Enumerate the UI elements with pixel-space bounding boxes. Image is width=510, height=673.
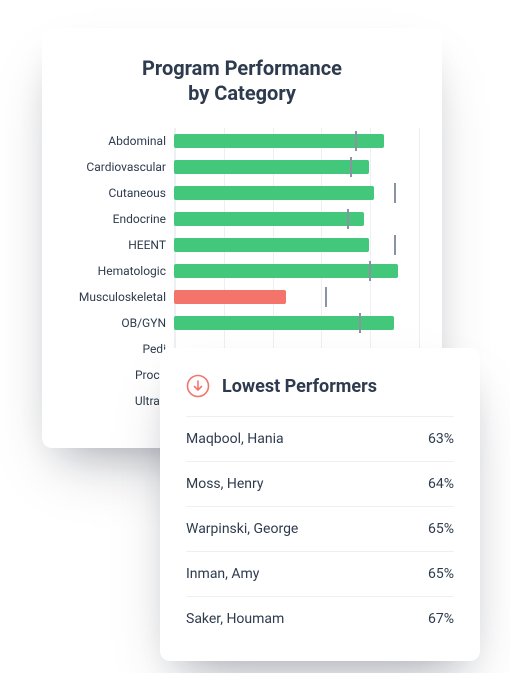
chart-marker bbox=[325, 287, 327, 307]
performer-row: Moss, Henry 64% bbox=[186, 461, 454, 506]
chart-row: Abdominal bbox=[66, 128, 418, 154]
chart-row-track bbox=[174, 290, 418, 304]
chart-row: Cutaneous bbox=[66, 180, 418, 206]
performer-row: Maqbool, Hania 63% bbox=[186, 416, 454, 461]
chart-row-label: Ultras bbox=[66, 394, 174, 408]
performer-row: Warpinski, George 65% bbox=[186, 506, 454, 551]
arrow-down-circle-icon bbox=[186, 374, 210, 398]
chart-row-track bbox=[174, 212, 418, 226]
chart-row: Cardiovascular bbox=[66, 154, 418, 180]
performer-name: Saker, Houmam bbox=[186, 611, 284, 627]
chart-bar bbox=[174, 186, 374, 200]
chart-row-label: OB/GYN bbox=[66, 316, 174, 330]
chart-row-track bbox=[174, 264, 418, 278]
chart-row-track bbox=[174, 238, 418, 252]
chart-row-label: Endocrine bbox=[66, 212, 174, 226]
performer-row: Inman, Amy 65% bbox=[186, 551, 454, 596]
chart-bar bbox=[174, 134, 384, 148]
chart-bar bbox=[174, 264, 398, 278]
chart-title: Program Performance by Category bbox=[66, 56, 418, 106]
chart-row-label: Musculoskeletal bbox=[66, 290, 174, 304]
chart-row-track bbox=[174, 134, 418, 148]
performer-row: Saker, Houmam 67% bbox=[186, 596, 454, 641]
chart-row-label: Proce bbox=[66, 368, 174, 382]
lowest-performers-list: Maqbool, Hania 63% Moss, Henry 64% Warpinski… bbox=[186, 416, 454, 641]
chart-marker bbox=[350, 157, 352, 177]
chart-bar bbox=[174, 290, 286, 304]
chart-row-label: Cutaneous bbox=[66, 186, 174, 200]
performer-score: 63% bbox=[428, 431, 454, 447]
chart-row-track bbox=[174, 316, 418, 330]
chart-bar bbox=[174, 212, 364, 226]
chart-marker bbox=[359, 313, 361, 333]
chart-row-label: Cardiovascular bbox=[66, 160, 174, 174]
chart-marker bbox=[394, 183, 396, 203]
chart-row: Hematologic bbox=[66, 258, 418, 284]
lowest-performers-title: Lowest Performers bbox=[222, 376, 377, 397]
chart-bar bbox=[174, 238, 369, 252]
lowest-performers-header: Lowest Performers bbox=[186, 374, 454, 398]
performer-score: 65% bbox=[428, 566, 454, 582]
chart-row-track bbox=[174, 186, 418, 200]
chart-marker bbox=[355, 131, 357, 151]
performer-score: 67% bbox=[428, 611, 454, 627]
chart-row-label: Hematologic bbox=[66, 264, 174, 278]
chart-row: OB/GYN bbox=[66, 310, 418, 336]
chart-row-label: Abdominal bbox=[66, 134, 174, 148]
chart-row-label: HEENT bbox=[66, 238, 174, 252]
chart-row: Musculoskeletal bbox=[66, 284, 418, 310]
performer-name: Warpinski, George bbox=[186, 521, 298, 537]
chart-bar bbox=[174, 160, 369, 174]
chart-marker bbox=[347, 209, 349, 229]
chart-marker bbox=[369, 261, 371, 281]
performer-name: Inman, Amy bbox=[186, 566, 259, 582]
chart-row: Endocrine bbox=[66, 206, 418, 232]
lowest-performers-card: Lowest Performers Maqbool, Hania 63% Moss,… bbox=[160, 348, 480, 661]
performer-score: 65% bbox=[428, 521, 454, 537]
performer-name: Maqbool, Hania bbox=[186, 431, 284, 447]
chart-title-line1: Program Performance bbox=[142, 56, 342, 80]
chart-row: HEENT bbox=[66, 232, 418, 258]
performer-name: Moss, Henry bbox=[186, 476, 264, 492]
chart-row-track bbox=[174, 160, 418, 174]
performer-score: 64% bbox=[428, 476, 454, 492]
chart-row-label: Pedi bbox=[66, 342, 174, 356]
chart-title-line2: by Category bbox=[188, 81, 296, 105]
chart-marker bbox=[394, 235, 396, 255]
